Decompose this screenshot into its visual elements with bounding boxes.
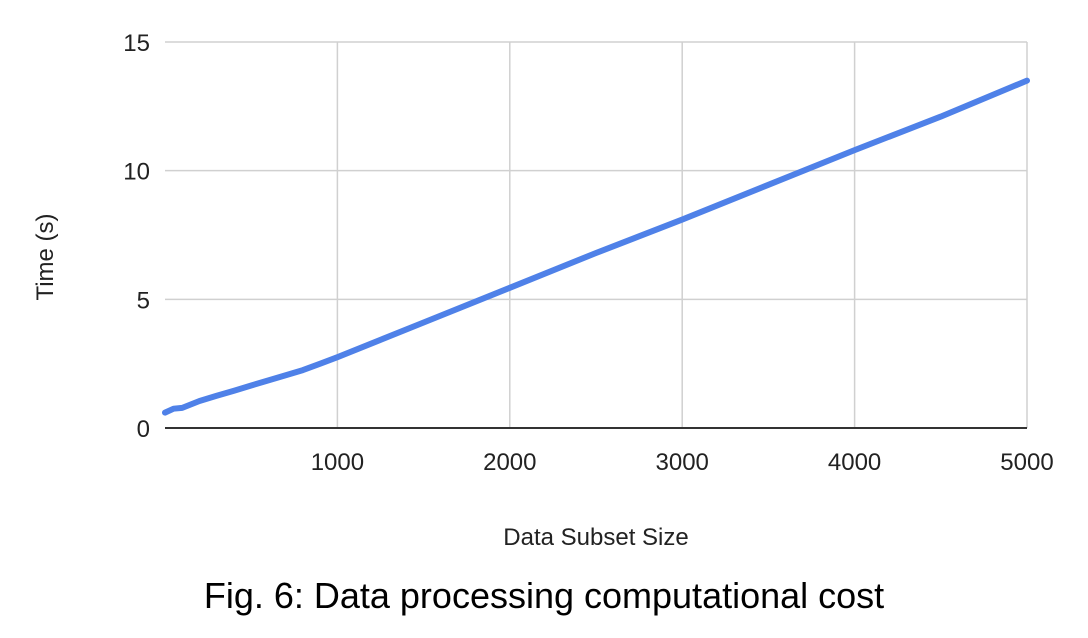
tick-labels: 0 5 10 15 1000 2000 3000 4000 5000: [123, 30, 1053, 476]
grid-lines: [165, 41, 1028, 428]
x-tick-label: 4000: [828, 449, 881, 476]
x-tick-label: 3000: [656, 449, 709, 476]
series-line: [162, 77, 1030, 416]
y-axis-title: Time (s): [32, 213, 59, 300]
y-tick-label: 10: [123, 159, 150, 186]
x-axis-title: Data Subset Size: [503, 524, 688, 551]
y-tick-label: 5: [137, 287, 150, 314]
x-tick-label: 2000: [483, 449, 536, 476]
line-chart: 0 5 10 15 1000 2000 3000 4000 5000 Time (s) Data…: [32, 30, 1054, 551]
y-tick-label: 15: [123, 30, 150, 57]
x-tick-label: 5000: [1000, 449, 1053, 476]
x-tick-label: 1000: [311, 449, 364, 476]
y-tick-label: 0: [137, 416, 150, 443]
series-layer: [162, 77, 1030, 416]
figure-caption: Fig. 6: Data processing computational co…: [203, 575, 885, 616]
